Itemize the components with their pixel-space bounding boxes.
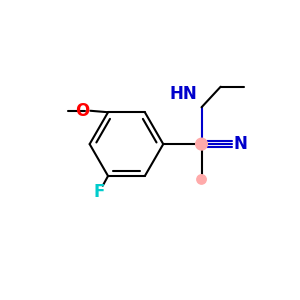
Text: N: N: [234, 135, 248, 153]
Circle shape: [196, 138, 207, 150]
Text: F: F: [94, 183, 105, 201]
Text: HN: HN: [169, 85, 197, 103]
Text: O: O: [75, 102, 89, 120]
Circle shape: [197, 175, 206, 184]
